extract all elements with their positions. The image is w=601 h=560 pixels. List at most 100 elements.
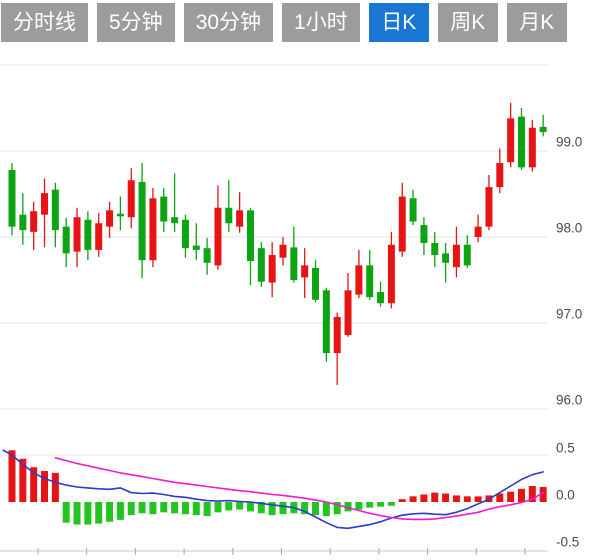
candle-body <box>496 163 504 188</box>
candle-body <box>41 193 49 215</box>
macd-bar <box>8 450 16 502</box>
macd-axis-label: -0.5 <box>556 535 579 550</box>
candle-body <box>279 244 287 258</box>
macd-bar <box>192 502 200 516</box>
macd-bar <box>51 472 59 502</box>
candle-body <box>225 207 233 224</box>
candle-body <box>95 223 103 250</box>
candle-body <box>236 210 244 227</box>
candle-body <box>51 189 59 231</box>
candle-body <box>116 213 124 217</box>
tab-daily-k[interactable]: 日K <box>368 3 429 42</box>
macd-bar <box>181 502 189 515</box>
macd-bar <box>420 494 428 502</box>
candle-body <box>420 224 428 244</box>
tab-monthly-k[interactable]: 月K <box>506 3 567 42</box>
dea-line <box>54 456 545 521</box>
macd-bar <box>301 502 309 515</box>
tab-5min[interactable]: 5分钟 <box>97 3 175 42</box>
candle-body <box>171 217 179 224</box>
tab-1hour[interactable]: 1小时 <box>282 3 360 42</box>
candle-body <box>73 217 81 252</box>
candle-body <box>203 248 211 263</box>
macd-bar <box>431 492 439 502</box>
macd-bar <box>409 496 417 502</box>
macd-bar <box>257 502 265 514</box>
candle-body <box>181 219 189 249</box>
macd-bar <box>344 502 352 512</box>
macd-bar <box>398 499 406 502</box>
candle-body <box>344 290 352 336</box>
macd-bar <box>30 467 38 502</box>
macd-bar <box>268 502 276 516</box>
macd-bar <box>236 502 244 510</box>
candle-body <box>290 247 298 280</box>
price-axis-label: 97.0 <box>556 307 582 322</box>
macd-bar <box>62 502 70 523</box>
macd-bar <box>203 502 211 517</box>
macd-bar <box>106 502 114 522</box>
candle-body <box>366 265 374 298</box>
macd-bar <box>387 502 395 506</box>
macd-axis-label: 0.0 <box>556 488 575 503</box>
macd-bar <box>442 493 450 502</box>
price-axis-label: 96.0 <box>556 393 582 408</box>
macd-bar <box>312 502 320 516</box>
macd-bar <box>214 502 222 513</box>
macd-bar <box>19 458 27 502</box>
candle-body <box>485 187 493 227</box>
candle-body <box>539 126 547 133</box>
candle-body <box>322 290 330 354</box>
macd-bar <box>160 502 168 513</box>
macd-bar <box>84 502 92 525</box>
price-axis-label: 99.0 <box>556 135 582 150</box>
macd-bar <box>333 502 341 515</box>
candle-body <box>409 198 417 222</box>
tab-timeline[interactable]: 分时线 <box>1 3 88 42</box>
candle-body <box>138 181 146 261</box>
candle-body <box>62 226 70 254</box>
candle-body <box>30 211 38 232</box>
candle-body <box>463 244 471 266</box>
candle-body <box>149 198 157 261</box>
candle-body <box>431 243 439 256</box>
macd-bar <box>452 495 460 502</box>
tab-weekly-k[interactable]: 周K <box>437 3 498 42</box>
macd-bar <box>507 491 515 502</box>
candle-body <box>474 226 482 237</box>
tab-30min[interactable]: 30分钟 <box>183 3 274 42</box>
price-axis-label: 98.0 <box>556 221 582 236</box>
candle-body <box>84 219 92 250</box>
candle-body <box>333 316 341 354</box>
macd-bar <box>127 502 135 516</box>
candle-body <box>301 265 309 278</box>
candle-body <box>19 214 27 231</box>
candle-body <box>528 127 536 168</box>
macd-bar <box>95 502 103 524</box>
macd-bar <box>116 502 124 520</box>
macd-bar <box>149 502 157 515</box>
macd-axis-label: 0.5 <box>556 441 575 456</box>
candle-body <box>355 265 363 295</box>
macd-bar <box>138 502 146 514</box>
candle-body <box>257 248 265 282</box>
candle-body <box>517 116 525 168</box>
macd-bar <box>322 502 330 517</box>
macd-bar <box>41 470 49 502</box>
candle-body <box>312 267 320 300</box>
macd-bar <box>171 502 179 514</box>
candle-body <box>8 169 16 227</box>
dif-line <box>2 449 545 530</box>
macd-bar <box>246 502 254 512</box>
macd-bar <box>474 496 482 502</box>
candle-body <box>192 245 200 250</box>
macd-bar <box>528 486 536 502</box>
macd-bar <box>366 502 374 508</box>
candle-body <box>452 244 460 268</box>
candle-body <box>246 210 254 262</box>
macd-bar <box>73 502 81 525</box>
macd-bar <box>355 502 363 510</box>
candle-body <box>214 207 222 266</box>
